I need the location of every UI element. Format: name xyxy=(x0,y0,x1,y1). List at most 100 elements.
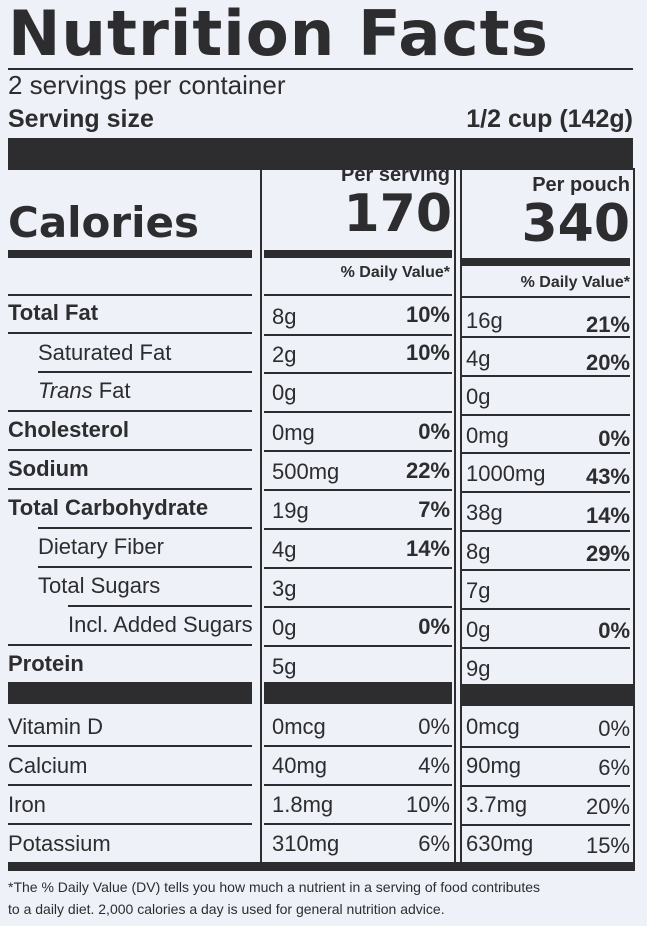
nutrient-label: Total Sugars xyxy=(38,573,161,598)
column-divider-1 xyxy=(260,168,262,862)
serving-amount: 0g xyxy=(272,380,297,405)
nutrient-label: Saturated Fat xyxy=(38,340,172,365)
vitamin-label: Potassium xyxy=(8,831,111,856)
serving-dv: 0% xyxy=(418,419,450,444)
serving-amount: 0mcg xyxy=(272,714,326,739)
serving-amount: 0g xyxy=(272,615,297,640)
row-rule xyxy=(264,645,452,647)
row-rule xyxy=(8,488,252,490)
row-rule xyxy=(462,491,630,493)
calories-label: Calories xyxy=(8,198,200,247)
pouch-dv: 20% xyxy=(585,350,630,375)
serving-dv: 14% xyxy=(405,536,450,561)
row-rule xyxy=(264,334,452,336)
serving-amount: 2g xyxy=(272,342,297,367)
pouch-amount: 9g xyxy=(466,656,491,681)
row-rule xyxy=(264,372,452,374)
pouch-amount: 7g xyxy=(466,578,491,603)
row-rule xyxy=(462,608,630,610)
nutrient-label: Sodium xyxy=(8,456,89,481)
serving-amount: 5g xyxy=(272,654,297,679)
vitamin-label: Vitamin D xyxy=(8,714,103,739)
serving-dv: 10% xyxy=(405,792,450,817)
pouch-dv: 20% xyxy=(585,794,630,819)
row-rule xyxy=(462,785,630,787)
serving-dv: 7% xyxy=(418,497,450,522)
serving-dv: 0% xyxy=(418,614,450,639)
row-rule xyxy=(264,745,452,747)
calories-bar-left xyxy=(8,250,252,258)
serving-size-label: Serving size xyxy=(8,105,154,133)
pouch-amount: 0g xyxy=(466,384,491,409)
row-rule xyxy=(264,606,452,608)
per-serving-calories: 170 xyxy=(343,184,452,244)
column-divider-3 xyxy=(460,168,462,862)
nutrient-label: Total Fat xyxy=(8,300,99,325)
header-rule-left xyxy=(8,294,252,296)
pouch-dv: 0% xyxy=(598,716,630,741)
row-rule xyxy=(38,566,252,568)
serving-amount: 4g xyxy=(272,537,297,562)
pouch-dv: 43% xyxy=(585,464,630,489)
row-rule xyxy=(38,527,252,529)
row-rule xyxy=(8,332,252,334)
row-rule xyxy=(462,824,630,826)
serving-dv: 10% xyxy=(405,340,450,365)
nutrient-label: Total Carbohydrate xyxy=(8,495,209,520)
trans-prefix: Trans xyxy=(38,378,93,403)
pouch-amount: 4g xyxy=(466,346,491,371)
daily-value-footnote: *The % Daily Value (DV) tells you how mu… xyxy=(8,876,640,920)
pouch-amount: 3.7mg xyxy=(466,792,528,817)
pouch-amount: 630mg xyxy=(466,831,534,856)
thick-bar-bottom xyxy=(8,862,635,871)
row-rule xyxy=(264,528,452,530)
serving-dv: 22% xyxy=(405,458,450,483)
nutrient-label: Cholesterol xyxy=(8,417,130,442)
serving-amount: 500mg xyxy=(272,459,340,484)
title-rule xyxy=(8,68,633,70)
pouch-amount: 8g xyxy=(466,539,491,564)
serving-amount: 0mg xyxy=(272,420,315,445)
column-divider-2 xyxy=(454,168,456,862)
row-rule xyxy=(8,784,252,786)
thick-bar-vitamins-serving xyxy=(264,682,452,704)
thick-bar-vitamins-left xyxy=(8,682,252,704)
label-title: Nutrition Facts xyxy=(8,0,549,70)
pouch-dv: 15% xyxy=(585,833,630,858)
per-pouch-label: Per pouch xyxy=(532,174,630,196)
pouch-amount: 0g xyxy=(466,617,491,642)
pouch-dv: 21% xyxy=(585,312,630,337)
serving-dv: 10% xyxy=(405,302,450,327)
servings-per-container: 2 servings per container xyxy=(8,70,286,100)
serving-amount: 19g xyxy=(272,498,309,523)
daily-value-header-pouch: % Daily Value* xyxy=(520,274,630,291)
row-rule xyxy=(8,410,252,412)
nutrient-label: Fat xyxy=(98,378,131,403)
pouch-dv: 0% xyxy=(598,618,630,643)
pouch-dv: 29% xyxy=(585,541,630,566)
serving-amount: 310mg xyxy=(272,831,340,856)
per-serving-label: Per serving xyxy=(341,164,450,186)
serving-dv: 0% xyxy=(418,714,450,739)
per-pouch-calories: 340 xyxy=(521,194,630,254)
row-rule xyxy=(462,746,630,748)
column-divider-right xyxy=(633,168,635,862)
header-rule-serving xyxy=(264,294,452,296)
row-rule xyxy=(8,745,252,747)
vitamin-label: Calcium xyxy=(8,753,88,778)
nutrient-label: Protein xyxy=(8,651,84,676)
row-rule xyxy=(264,450,452,452)
row-rule xyxy=(462,647,630,649)
thick-bar-top xyxy=(8,138,633,170)
serving-amount: 8g xyxy=(272,304,297,329)
daily-value-header-serving: % Daily Value* xyxy=(340,264,450,281)
serving-amount: 3g xyxy=(272,576,297,601)
pouch-amount: 0mcg xyxy=(466,714,520,739)
serving-dv: 4% xyxy=(418,753,450,778)
thick-bar-vitamins-pouch xyxy=(462,684,634,706)
pouch-dv: 0% xyxy=(598,426,630,451)
row-rule xyxy=(462,375,630,377)
footnote-line-1: *The % Daily Value (DV) tells you how mu… xyxy=(8,879,540,895)
row-rule xyxy=(38,371,252,373)
row-rule xyxy=(264,411,452,413)
